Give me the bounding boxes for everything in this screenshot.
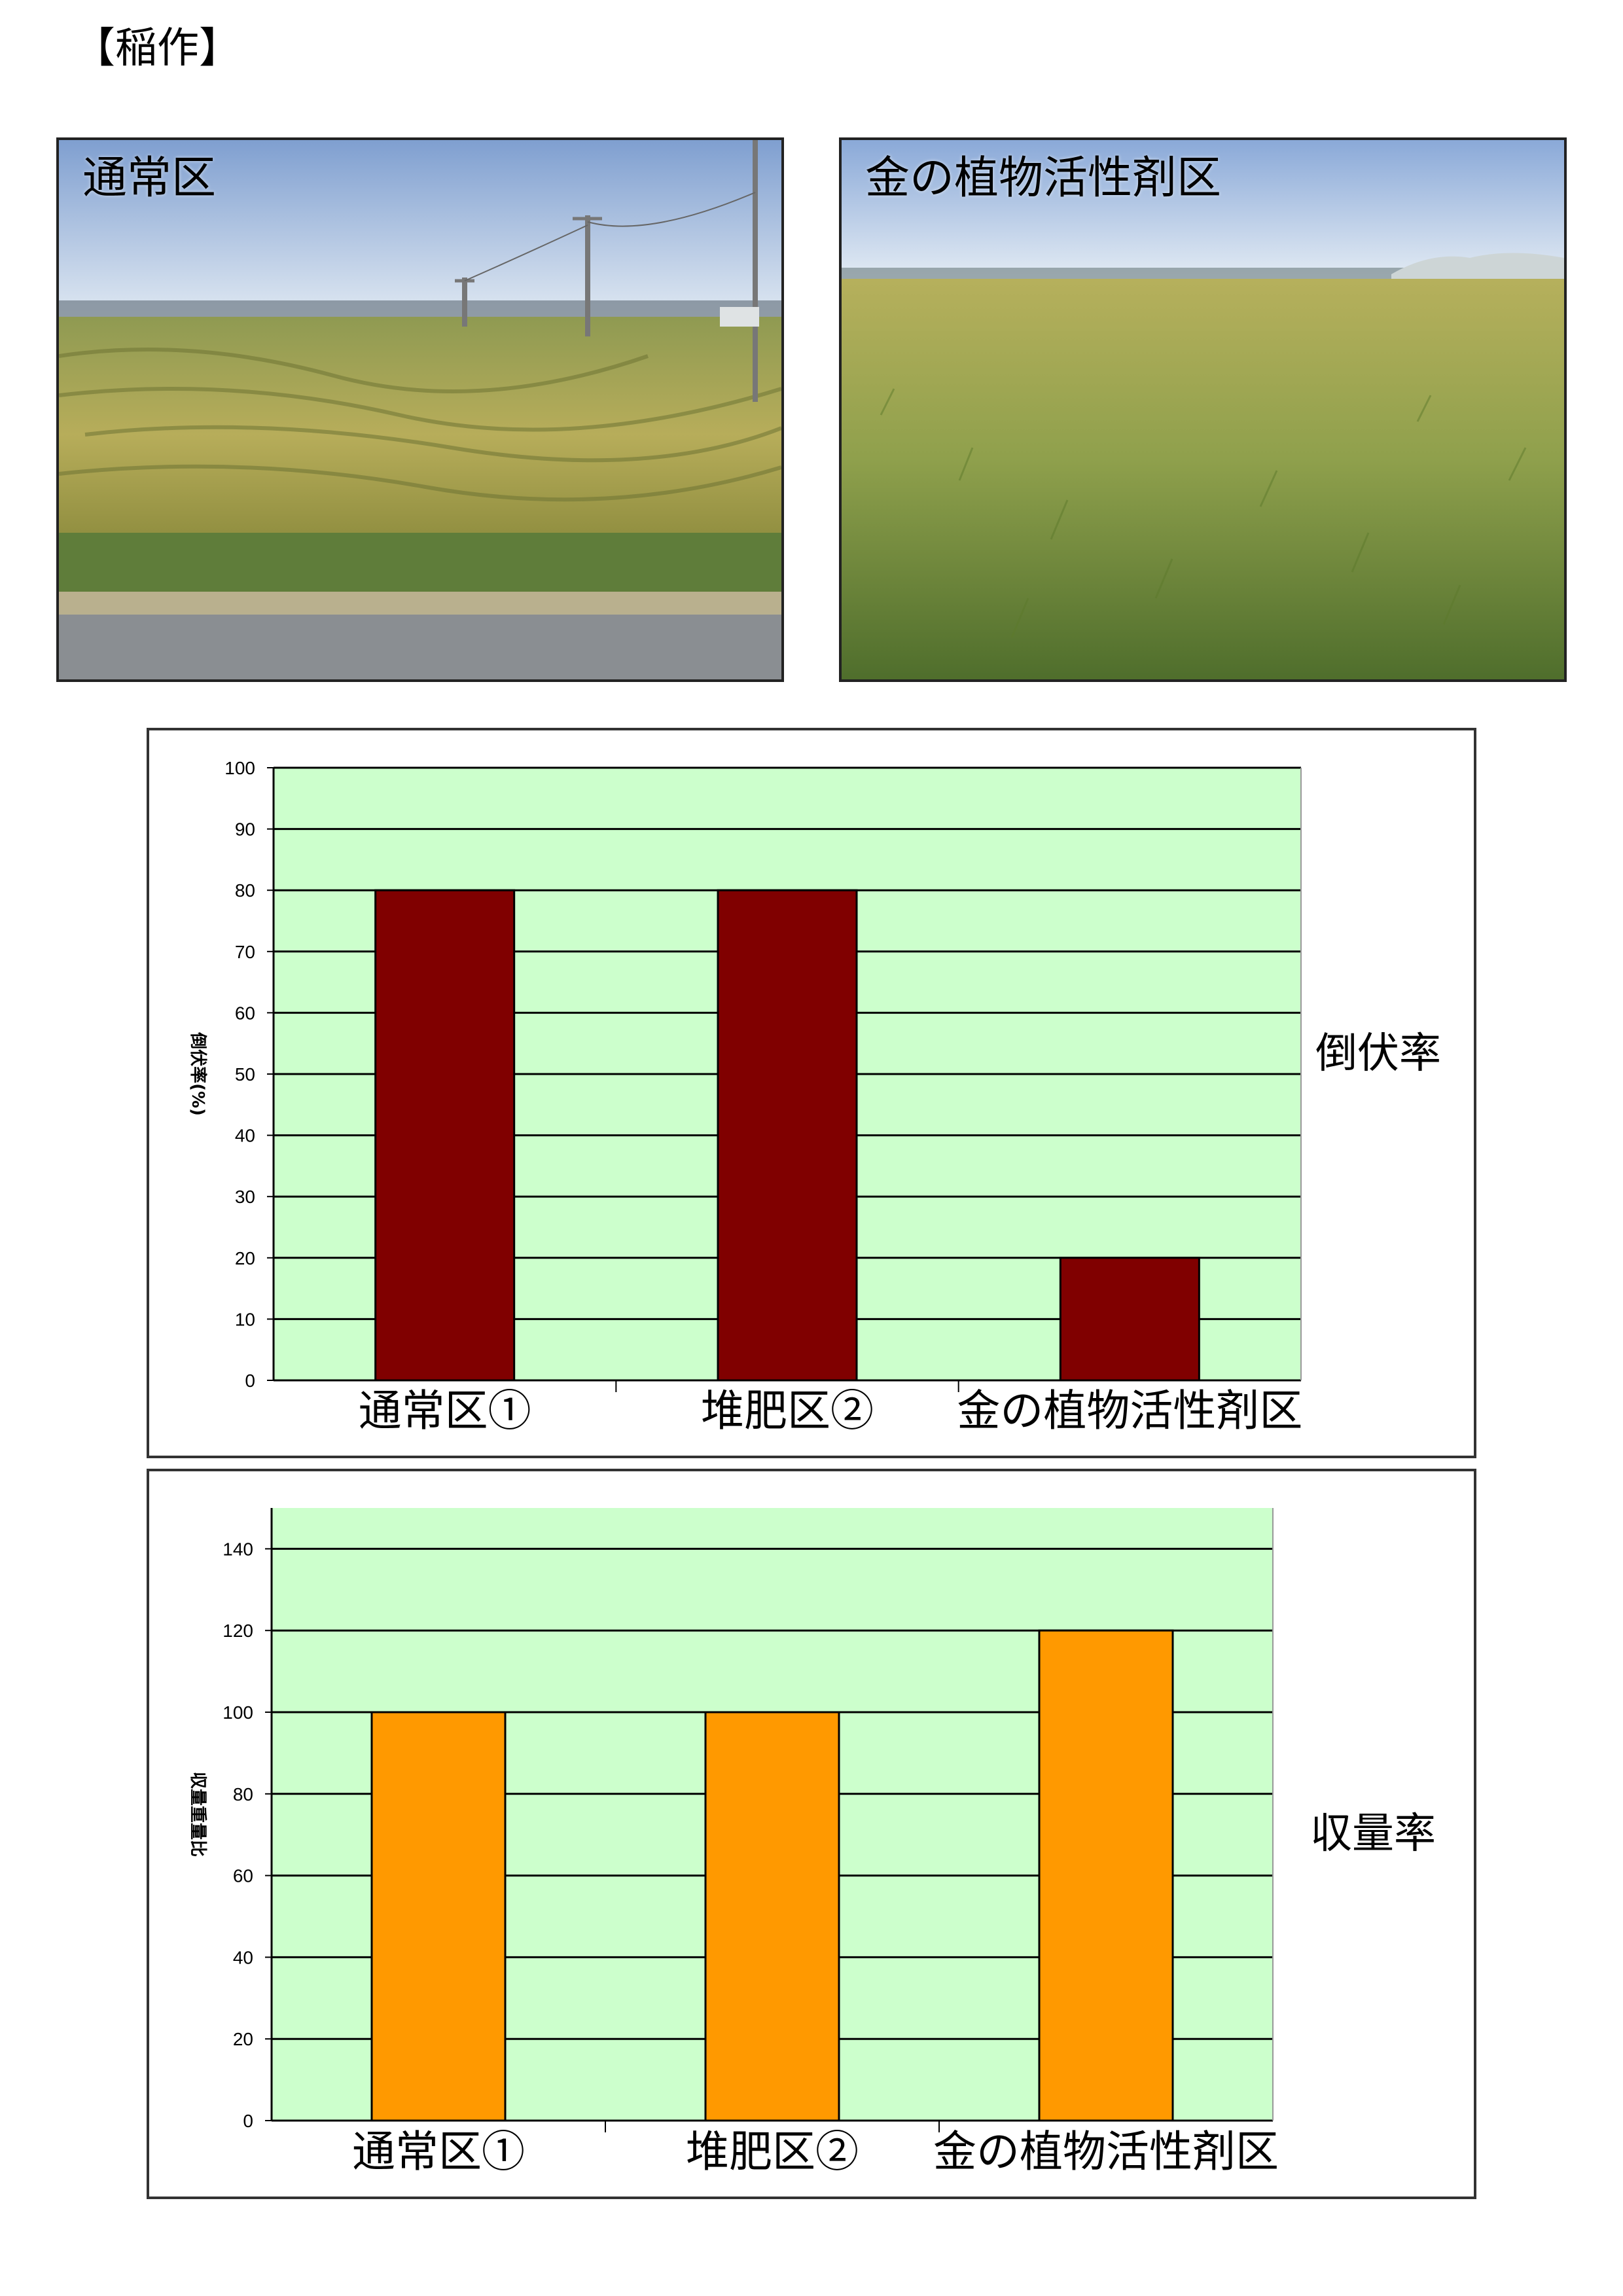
photo-activator-plot: 金の植物活性剤区 (839, 137, 1567, 682)
x-category-label: 通常区① (359, 1386, 531, 1436)
lodged-rice-field-image (59, 140, 781, 679)
yield-rate-chart: 0 20 40 60 80 100 120 140 通常区① 堆肥区② 金の植物活性剤区 収量重量比 (147, 1469, 1476, 2199)
y-tick-label: 80 (233, 1784, 253, 1804)
bar-1 (370, 1711, 507, 2122)
bar-3 (1038, 1629, 1174, 2122)
y-axis-label: 収量重量比 (188, 1772, 207, 1857)
y-tick-label: 60 (235, 1003, 255, 1023)
y-tick-label: 100 (224, 758, 255, 778)
lodging-rate-plot: 0 10 20 30 40 50 60 70 80 90 100 通常区① 堆肥区② 金の植物活性剤区 倒伏… (188, 758, 1302, 1436)
y-tick-label: 60 (233, 1866, 253, 1886)
upright-rice-field-image (842, 140, 1564, 679)
y-tick-label: 20 (233, 2029, 253, 2049)
bar-3 (1059, 1257, 1200, 1382)
y-tick-label: 40 (235, 1126, 255, 1146)
lodging-rate-side-label: 倒伏率 (1315, 1030, 1441, 1078)
y-tick-label: 80 (235, 880, 255, 901)
y-tick-label: 70 (235, 942, 255, 962)
y-tick-label: 20 (235, 1248, 255, 1268)
photo-label-activator: 金の植物活性剤区 (865, 152, 1222, 204)
y-tick-label: 50 (235, 1064, 255, 1085)
bar-2 (704, 1711, 840, 2122)
page-heading: 【稲作】 (73, 24, 241, 73)
x-category-label: 堆肥区② (686, 2126, 859, 2177)
y-tick-label: 0 (243, 2111, 253, 2131)
y-tick-label: 40 (233, 1947, 253, 1967)
yield-rate-side-label: 収量率 (1310, 1810, 1436, 1858)
bar-2 (717, 889, 858, 1382)
y-tick-label: 0 (245, 1371, 255, 1391)
yield-rate-plot: 0 20 40 60 80 100 120 140 通常区① 堆肥区② 金の植物活性剤区 収量重量比 (188, 1508, 1279, 2177)
y-tick-label: 100 (223, 1702, 253, 1723)
y-tick-label: 10 (235, 1309, 255, 1329)
y-tick-label: 30 (235, 1187, 255, 1207)
y-tick-label: 90 (235, 819, 255, 840)
photo-normal-plot: 通常区 (56, 137, 784, 682)
x-category-label: 金の植物活性剤区 (933, 2126, 1279, 2177)
x-category-label: 堆肥区② (701, 1386, 874, 1436)
photo-label-normal: 通常区 (82, 152, 217, 204)
x-category-label: 金の植物活性剤区 (957, 1386, 1302, 1436)
lodging-rate-chart: 0 10 20 30 40 50 60 70 80 90 100 通常区① 堆肥区② 金の植物活性剤区 倒伏… (147, 728, 1476, 1458)
bar-1 (374, 889, 516, 1382)
x-category-label: 通常区① (352, 2126, 525, 2177)
y-tick-label: 140 (223, 1539, 253, 1559)
y-tick-label: 120 (223, 1621, 253, 1641)
y-axis-label: 倒伏率(%) (188, 1031, 208, 1116)
